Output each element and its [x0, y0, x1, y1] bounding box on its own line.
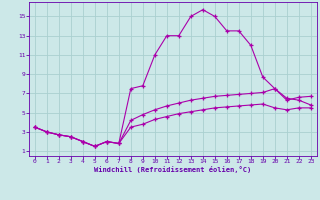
X-axis label: Windchill (Refroidissement éolien,°C): Windchill (Refroidissement éolien,°C) [94, 166, 252, 173]
